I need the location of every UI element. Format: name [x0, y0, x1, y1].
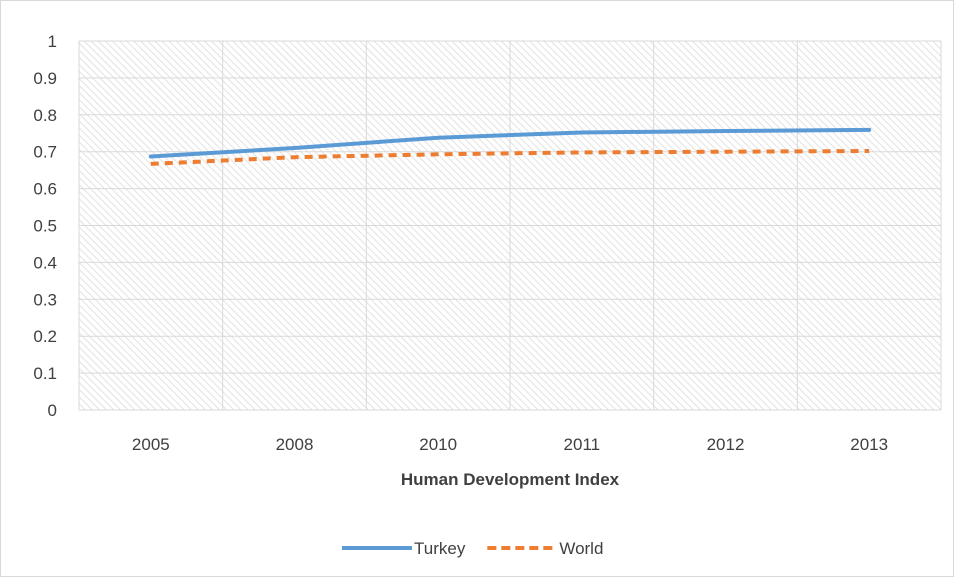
- y-tick-label: 0.6: [33, 180, 57, 199]
- y-tick-label: 0.4: [33, 253, 57, 272]
- x-tick-label: 2013: [850, 435, 888, 454]
- y-tick-label: 0.2: [33, 327, 57, 346]
- x-axis-ticks: 2005 2008 2010 2011 2012 2013: [132, 435, 888, 454]
- y-tick-label: 0.8: [33, 106, 57, 125]
- x-tick-label: 2005: [132, 435, 170, 454]
- y-tick-label: 1: [48, 32, 57, 51]
- legend-label-world: World: [559, 539, 603, 558]
- y-tick-label: 0.7: [33, 143, 57, 162]
- x-tick-label: 2011: [564, 435, 601, 454]
- x-tick-label: 2012: [707, 435, 745, 454]
- y-axis-ticks: 0 0.1 0.2 0.3 0.4 0.5 0.6 0.7 0.8 0.9 1: [33, 32, 57, 420]
- series-line-turkey: [148, 127, 872, 159]
- series-lines: [148, 127, 872, 166]
- y-tick-label: 0.3: [33, 290, 57, 309]
- y-tick-label: 0.9: [33, 69, 57, 88]
- x-tick-label: 2008: [276, 435, 314, 454]
- x-axis-title: Human Development Index: [401, 470, 620, 489]
- series-line-world: [150, 149, 870, 166]
- legend: Turkey World: [342, 539, 603, 558]
- y-tick-label: 0: [48, 401, 57, 420]
- y-tick-label: 0.5: [33, 217, 57, 236]
- x-tick-label: 2010: [419, 435, 457, 454]
- y-tick-label: 0.1: [33, 364, 57, 383]
- legend-label-turkey: Turkey: [414, 539, 466, 558]
